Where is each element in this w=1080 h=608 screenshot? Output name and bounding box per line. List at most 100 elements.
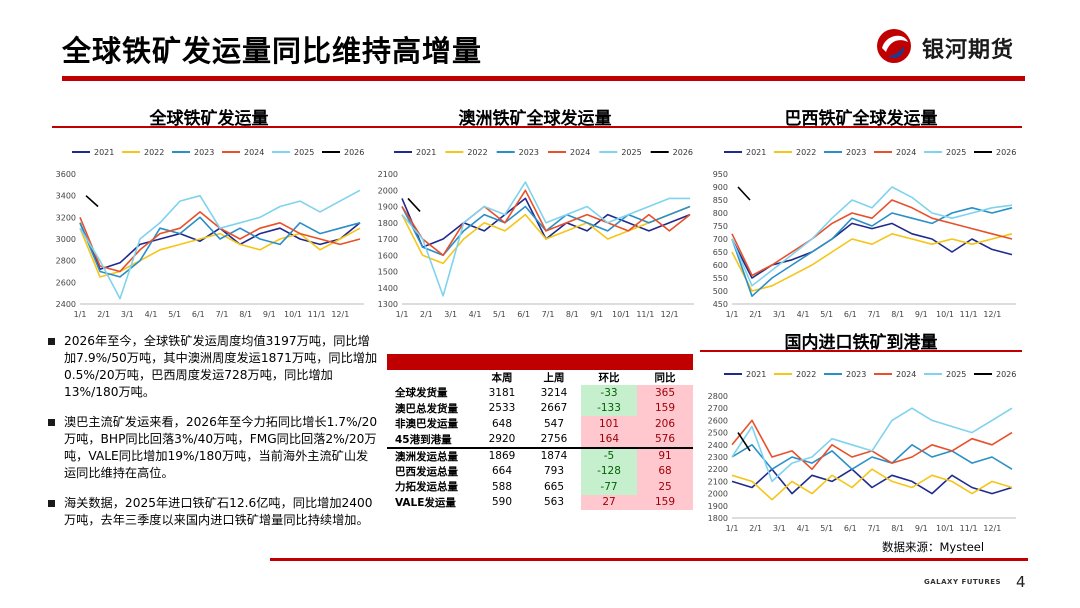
table-header-row: 本周 上周 环比 同比 xyxy=(387,370,693,385)
this-week-value: 648 xyxy=(491,417,513,430)
y-tick-label: 2200 xyxy=(708,465,728,474)
x-tick-label: 1/1 xyxy=(726,524,739,533)
legend-item: 2024 xyxy=(874,370,916,379)
row-name: 澳巴总发货量 xyxy=(395,402,458,415)
chart-legend: 2021 2022 2023 2024 2025 2026 xyxy=(72,148,364,157)
series-line-2025 xyxy=(401,181,690,297)
table-row: 澳洲发运总量 1869 1874 -5 91 xyxy=(387,446,693,464)
x-tick-label: 10/1 xyxy=(936,310,954,319)
legend-item: 2024 xyxy=(548,148,590,157)
y-tick-label: 2800 xyxy=(708,392,728,401)
x-tick-label: 3/1 xyxy=(444,310,457,319)
header-cell xyxy=(387,370,477,385)
y-tick-label: 2700 xyxy=(708,404,728,413)
this-week-value: 590 xyxy=(491,496,513,509)
x-tick-label: 4/1 xyxy=(797,524,810,533)
y-tick-label: 3200 xyxy=(56,213,76,222)
y-tick-label: 950 xyxy=(713,170,728,179)
row-name: 45港到港量 xyxy=(395,433,452,446)
y-tick-label: 800 xyxy=(713,209,728,218)
x-tick-label: 5/1 xyxy=(493,310,506,319)
x-tick-label: 5/1 xyxy=(168,310,181,319)
y-tick-label: 2600 xyxy=(708,416,728,425)
row-name: 非澳巴发运量 xyxy=(395,418,458,431)
legend-label: 2023 xyxy=(846,148,866,157)
y-tick-label: 1900 xyxy=(378,203,398,212)
table-row: 非澳巴发运量 648 547 101 206 xyxy=(387,416,693,432)
y-tick-label: 700 xyxy=(713,235,728,244)
legend-item: 2021 xyxy=(72,148,114,157)
legend-label: 2026 xyxy=(673,148,693,157)
last-week-value: 547 xyxy=(543,417,565,430)
y-tick-label: 2600 xyxy=(56,278,76,287)
last-week-value: 563 xyxy=(543,496,565,509)
legend-item: 2025 xyxy=(924,148,966,157)
legend-label: 2025 xyxy=(946,148,966,157)
chart-title-divider xyxy=(370,126,700,128)
wow-change: 164 xyxy=(581,431,637,448)
series-line-2021 xyxy=(731,468,1013,495)
table-row: 力拓发运总量 588 665 -77 25 xyxy=(387,479,693,495)
x-tick-label: 7/1 xyxy=(542,310,555,319)
x-tick-label: 12/1 xyxy=(331,310,349,319)
x-tick-label: 2/1 xyxy=(749,310,762,319)
yoy-change: 159 xyxy=(637,400,693,416)
y-tick-label: 1600 xyxy=(378,251,398,260)
x-tick-label: 12/1 xyxy=(661,310,679,319)
legend-label: 2021 xyxy=(94,148,114,157)
y-tick-label: 450 xyxy=(713,300,728,309)
legend-item: 2026 xyxy=(974,370,1016,379)
wow-change: -128 xyxy=(581,463,637,479)
y-tick-label: 2500 xyxy=(708,429,728,438)
legend-label: 2026 xyxy=(996,148,1016,157)
x-tick-label: 5/1 xyxy=(820,524,833,533)
line-chart: 2021 2022 2023 2024 2025 2026 2800 2700 2600 2500… xyxy=(708,370,1017,533)
page-number: 4 xyxy=(1016,573,1026,591)
legend-item: 2025 xyxy=(924,370,966,379)
legend-item: 2025 xyxy=(599,148,642,157)
legend-label: 2023 xyxy=(846,370,866,379)
logo-text: 银河期货 xyxy=(922,38,1015,63)
chart-legend: 2021 2022 2023 2024 2025 2026 xyxy=(394,148,693,157)
this-week-value: 2920 xyxy=(488,433,516,445)
series-line-2023 xyxy=(731,444,1013,470)
wow-change: -33 xyxy=(581,385,637,401)
legend-label: 2021 xyxy=(746,370,766,379)
legend-item: 2022 xyxy=(774,370,816,379)
header-cell: 上周 xyxy=(543,372,565,384)
row-name: 巴西发运总量 xyxy=(395,465,458,478)
row-name: 澳洲发运总量 xyxy=(387,446,477,464)
last-week-value: 2756 xyxy=(540,433,568,445)
this-week-value: 588 xyxy=(491,480,513,493)
legend-item: 2026 xyxy=(322,148,364,157)
legend-label: 2024 xyxy=(896,370,916,379)
legend-item: 2021 xyxy=(724,370,766,379)
x-tick-label: 11/1 xyxy=(308,310,326,319)
legend-label: 2022 xyxy=(144,148,164,157)
y-tick-label: 550 xyxy=(713,274,728,283)
this-week-value: 3181 xyxy=(488,386,516,399)
row-name: 力拓发运总量 xyxy=(395,481,458,494)
legend-item: 2023 xyxy=(496,148,539,157)
y-tick-label: 1300 xyxy=(378,300,398,309)
chart-port-arrivals: 国内进口铁矿到港量 2021 2022 2023 2024 2025 2026 2800 27… xyxy=(700,324,1022,538)
y-tick-label: 650 xyxy=(713,248,728,257)
legend-label: 2026 xyxy=(996,370,1016,379)
x-tick-label: 9/1 xyxy=(915,310,928,319)
commentary-bullets: 2026年至今，全球铁矿发运周度均值3197万吨，同比增加7.9%/50万吨，其… xyxy=(48,333,378,542)
series-line-2022 xyxy=(731,468,1013,501)
x-tick-label: 7/1 xyxy=(868,524,881,533)
series-line-2024 xyxy=(401,189,691,257)
yoy-change: 365 xyxy=(637,385,693,401)
line-chart: 2021 2022 2023 2024 2025 2026 3600 3400 3200 3000… xyxy=(56,148,365,319)
chart-title-divider xyxy=(700,350,1022,352)
legend-item: 2023 xyxy=(824,148,866,157)
chart-title-divider xyxy=(700,126,1022,128)
row-name: VALE发运量 xyxy=(395,496,456,509)
footer-divider xyxy=(270,558,1028,561)
x-tick-label: 1/1 xyxy=(74,310,87,319)
y-tick-label: 2000 xyxy=(708,490,728,499)
y-tick-label: 600 xyxy=(713,261,728,270)
series-line-2026 xyxy=(407,197,421,212)
legend-item: 2024 xyxy=(222,148,264,157)
